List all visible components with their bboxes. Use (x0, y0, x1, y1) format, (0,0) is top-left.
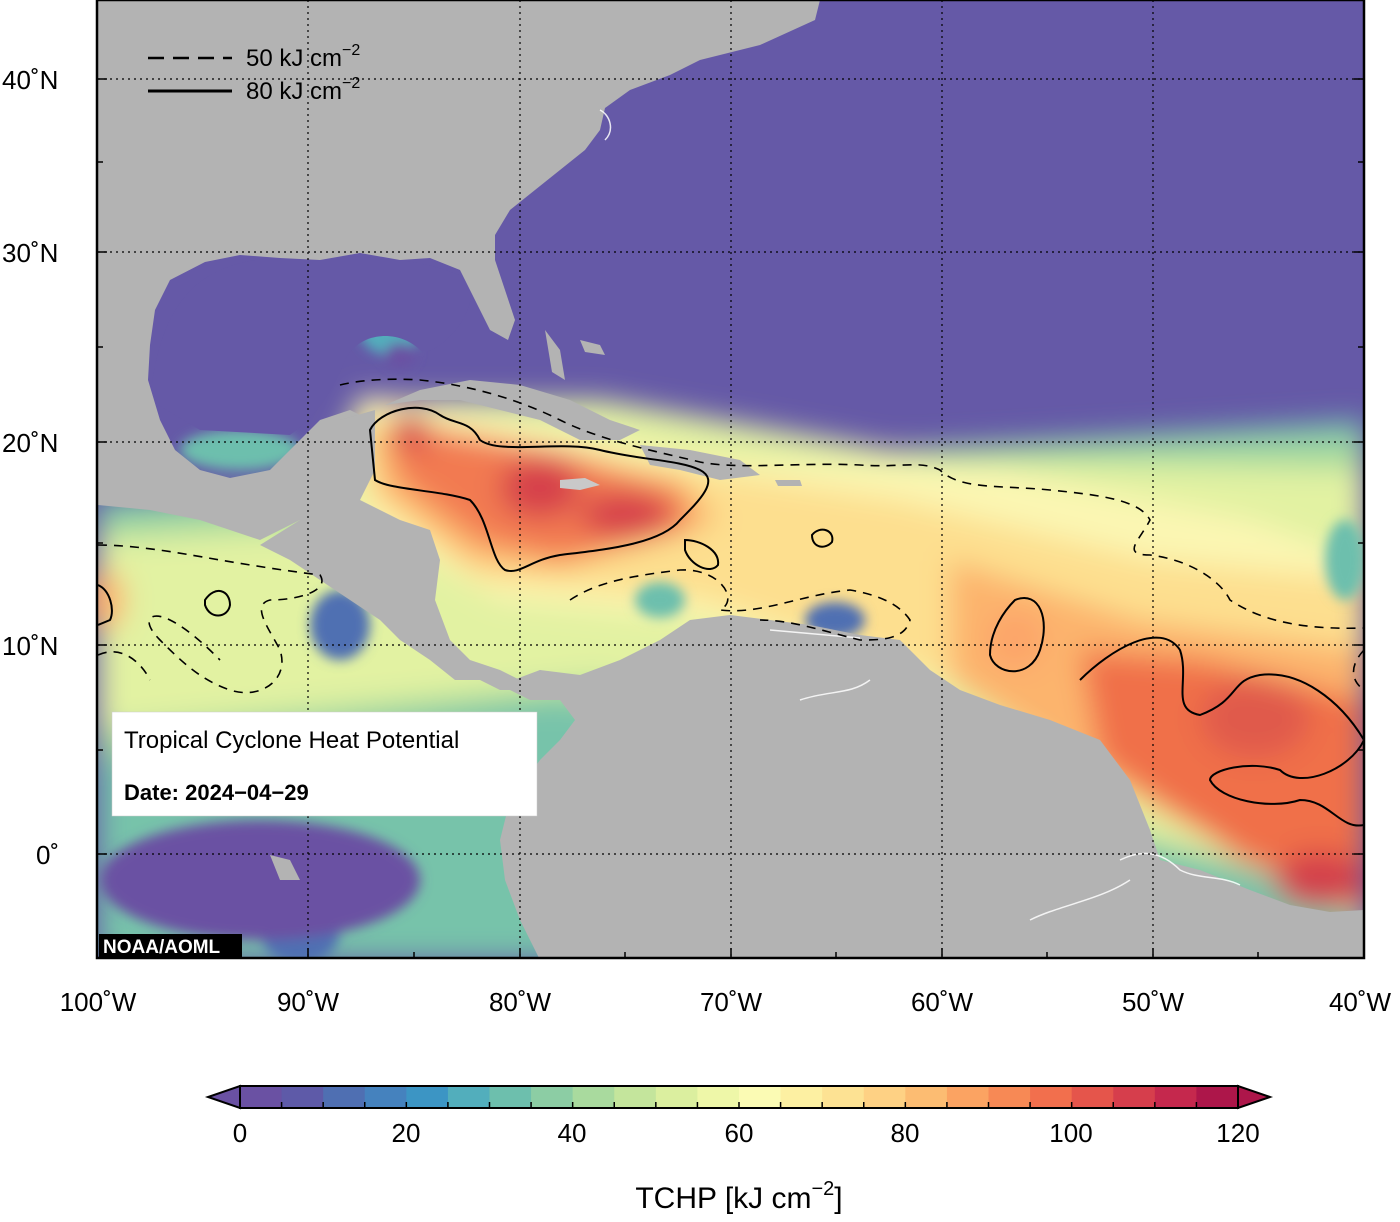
colorbar-tick-label: 40 (558, 1118, 587, 1148)
colorbar-swatch (531, 1086, 574, 1108)
colorbar-left-arrow (204, 1084, 241, 1110)
lat-label: 10˚N (2, 631, 58, 661)
lat-label: 30˚N (2, 238, 58, 268)
colorbar-swatch (281, 1086, 324, 1108)
colorbar-swatch (1030, 1086, 1073, 1108)
colorbar-swatch (780, 1086, 823, 1108)
lat-labels: 40˚N 30˚N 20˚N 10˚N 0˚ (2, 65, 59, 870)
lat-label: 20˚N (2, 428, 58, 458)
legend-solid-label: 80 kJ cm−2 (246, 75, 360, 105)
colorbar-swatch (1196, 1086, 1239, 1108)
colorbar-tick-label: 0 (233, 1118, 247, 1148)
lon-label: 60˚W (911, 987, 974, 1017)
colorbar-swatch (489, 1086, 532, 1108)
colorbar-swatch (364, 1086, 407, 1108)
colorbar-swatches (240, 1086, 1239, 1108)
credit-text: NOAA/AOML (103, 937, 221, 958)
lat-label: 0˚ (36, 840, 59, 870)
axis-ticks (97, 78, 1364, 958)
colorbar-swatch (447, 1086, 490, 1108)
land (98, 0, 1364, 958)
colorbar-swatch (572, 1086, 615, 1108)
colorbar-tick-label: 120 (1216, 1118, 1259, 1148)
colorbar-swatch (863, 1086, 906, 1108)
credit-badge: NOAA/AOML (99, 934, 242, 958)
colorbar-title: TCHP [kJ cm−2] (635, 1178, 842, 1215)
map-canvas (98, 0, 1364, 958)
colorbar-swatch (1071, 1086, 1114, 1108)
colorbar-swatch (988, 1086, 1031, 1108)
colorbar-right-arrow (1237, 1084, 1274, 1110)
legend-dashed-label: 50 kJ cm−2 (246, 42, 360, 72)
lon-label: 100˚W (60, 987, 137, 1017)
lon-label: 80˚W (489, 987, 552, 1017)
colorbar-swatch (614, 1086, 657, 1108)
lon-labels: 100˚W 90˚W 80˚W 70˚W 60˚W 50˚W 40˚W (60, 987, 1392, 1017)
colorbar-swatch (1113, 1086, 1156, 1108)
colorbar-swatch (822, 1086, 865, 1108)
colorbar-swatch (406, 1086, 449, 1108)
colorbar-tick-label: 20 (392, 1118, 421, 1148)
contour-50 (98, 378, 1364, 694)
colorbar-swatch (697, 1086, 740, 1108)
colorbar-swatch (323, 1086, 366, 1108)
colorbar-tick-labels: 0 20 40 60 80 100 120 (233, 1118, 1260, 1148)
info-date: Date: 2024−04−29 (124, 780, 309, 805)
colorbar-swatch (1154, 1086, 1197, 1108)
lon-label: 40˚W (1329, 987, 1392, 1017)
colorbar-tick-label: 60 (725, 1118, 754, 1148)
colorbar-swatch (655, 1086, 698, 1108)
colorbar-ticks (280, 1102, 1198, 1108)
colorbar: 0 20 40 60 80 100 120 TCHP [kJ cm−2] (204, 1084, 1274, 1215)
lat-label: 40˚N (2, 65, 58, 95)
colorbar-swatch (905, 1086, 948, 1108)
colorbar-swatch (739, 1086, 782, 1108)
colorbar-tick-label: 100 (1049, 1118, 1092, 1148)
info-box: Tropical Cyclone Heat Potential Date: 20… (111, 711, 538, 817)
colorbar-swatch (240, 1086, 283, 1108)
lon-label: 90˚W (277, 987, 340, 1017)
colorbar-tick-label: 80 (891, 1118, 920, 1148)
lon-label: 70˚W (700, 987, 763, 1017)
cold-eddies (100, 305, 1364, 958)
lon-label: 50˚W (1122, 987, 1185, 1017)
colorbar-swatch (946, 1086, 989, 1108)
gulf-cold-region (150, 256, 472, 435)
info-title: Tropical Cyclone Heat Potential (124, 727, 459, 754)
contour-legend: 50 kJ cm−2 80 kJ cm−2 (148, 42, 360, 105)
